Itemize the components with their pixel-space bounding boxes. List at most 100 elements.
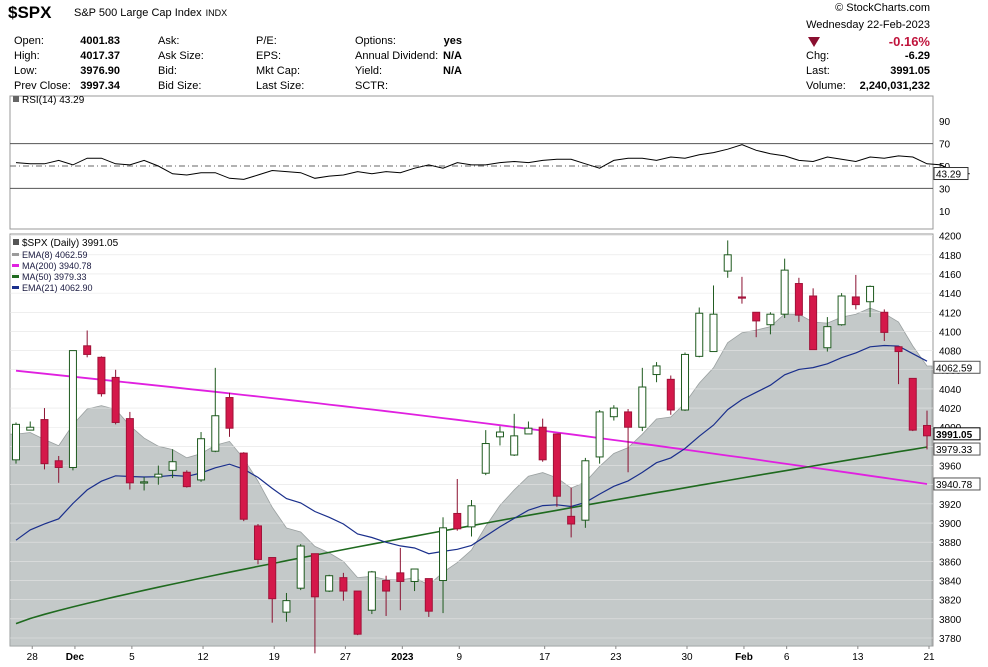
candle-body bbox=[609, 407, 618, 418]
candle bbox=[695, 307, 704, 358]
legend-entry: MA(50) 3979.33 bbox=[22, 272, 87, 282]
candle bbox=[866, 285, 875, 318]
candle bbox=[12, 422, 20, 464]
candle-body bbox=[239, 452, 248, 520]
price-label-box bbox=[933, 360, 981, 374]
candle-body bbox=[410, 568, 419, 582]
candle bbox=[410, 568, 419, 592]
candle bbox=[923, 410, 931, 450]
quote-label: Bid Size: bbox=[158, 80, 202, 92]
quote-header: $SPX S&P 500 Large Cap Index INDX © Stock… bbox=[0, 0, 988, 96]
candle bbox=[510, 413, 519, 456]
x-tick-label: 27 bbox=[340, 652, 352, 663]
candle bbox=[268, 557, 277, 623]
candle-body bbox=[923, 424, 931, 437]
candle-body bbox=[268, 557, 277, 600]
price-tick-label: 3900 bbox=[939, 519, 962, 530]
last-value: 3991.05 bbox=[890, 65, 930, 77]
candle bbox=[239, 452, 248, 522]
candle bbox=[766, 312, 775, 335]
rsi-last-value: 43.29 bbox=[936, 170, 961, 181]
candle-body bbox=[253, 525, 262, 560]
x-tick-label: 23 bbox=[610, 652, 622, 663]
candle bbox=[638, 367, 647, 432]
price-tick-label: 4200 bbox=[939, 232, 962, 243]
price-tick-label: 4100 bbox=[939, 327, 962, 338]
quote-label: Ask: bbox=[158, 35, 180, 47]
rsi-legend-swatch bbox=[13, 96, 19, 102]
candle bbox=[652, 362, 661, 383]
candle-body bbox=[737, 296, 746, 299]
candle-body bbox=[780, 269, 789, 315]
candle-body bbox=[495, 431, 504, 438]
candle-body bbox=[97, 356, 106, 395]
candle bbox=[68, 350, 77, 471]
candle bbox=[723, 240, 732, 278]
legend-swatch bbox=[12, 286, 19, 289]
price-tick-label: 3800 bbox=[939, 615, 962, 626]
candle bbox=[780, 258, 789, 319]
candle-body bbox=[339, 577, 348, 592]
candle-body bbox=[353, 590, 362, 635]
quote-label: Open: bbox=[14, 35, 44, 47]
candle bbox=[310, 553, 319, 654]
quote-label: Bid: bbox=[158, 65, 177, 77]
price-label-box bbox=[933, 477, 981, 491]
index-name: S&P 500 Large Cap Index bbox=[74, 7, 202, 19]
candle bbox=[168, 449, 177, 479]
rsi-tick-label: 10 bbox=[939, 207, 951, 218]
candle-body bbox=[453, 512, 462, 530]
candle-body bbox=[211, 415, 220, 452]
logo: © StockCharts.com bbox=[835, 2, 930, 14]
legend-swatch bbox=[12, 253, 19, 256]
candle-body bbox=[851, 296, 860, 306]
candle-body bbox=[197, 438, 206, 481]
rsi-tick-label: 90 bbox=[939, 117, 951, 128]
price-tick-label: 4140 bbox=[939, 289, 962, 300]
x-tick-label: 30 bbox=[681, 652, 693, 663]
price-tick-label: 4020 bbox=[939, 404, 962, 415]
candle-body bbox=[26, 426, 35, 431]
candle-body bbox=[695, 312, 704, 357]
candle bbox=[26, 421, 35, 431]
candle-body bbox=[837, 295, 846, 326]
x-tick-label: 2023 bbox=[391, 652, 414, 663]
candle-body bbox=[396, 572, 405, 582]
candle-body bbox=[652, 365, 661, 376]
x-tick-label: 17 bbox=[539, 652, 551, 663]
quote-value: N/A bbox=[443, 65, 462, 77]
x-tick-label: 21 bbox=[923, 652, 935, 663]
candle-body bbox=[552, 433, 561, 497]
candle-body bbox=[225, 397, 234, 429]
candle-body bbox=[538, 426, 547, 461]
candle-body bbox=[12, 423, 20, 461]
price-label-value: 4062.59 bbox=[936, 363, 973, 374]
candle bbox=[339, 572, 348, 601]
candle-body bbox=[752, 311, 761, 322]
candle-body bbox=[424, 578, 433, 612]
candle bbox=[794, 277, 803, 322]
candle-body bbox=[823, 326, 832, 349]
price-tick-label: 4160 bbox=[939, 270, 962, 281]
candle bbox=[823, 317, 832, 352]
candle-body bbox=[794, 283, 803, 316]
candle-body bbox=[310, 553, 319, 598]
volume-value: 2,240,031,232 bbox=[859, 80, 930, 92]
candle bbox=[581, 457, 590, 528]
quote-label: Ask Size: bbox=[158, 50, 204, 62]
candle bbox=[140, 477, 149, 491]
quote-value: N/A bbox=[443, 50, 462, 62]
legend-swatch bbox=[12, 275, 19, 278]
last-label: Last: bbox=[806, 65, 830, 77]
quote-label: Annual Dividend: bbox=[355, 50, 439, 62]
candle-body bbox=[723, 254, 732, 272]
price-tick-label: 3960 bbox=[939, 462, 962, 473]
ma200-line bbox=[15, 369, 928, 485]
candle bbox=[424, 578, 433, 617]
quote-label: SCTR: bbox=[355, 80, 388, 92]
candle-body bbox=[880, 311, 889, 333]
price-tick-label: 4180 bbox=[939, 251, 962, 262]
candle bbox=[396, 547, 405, 611]
candle bbox=[125, 411, 134, 490]
